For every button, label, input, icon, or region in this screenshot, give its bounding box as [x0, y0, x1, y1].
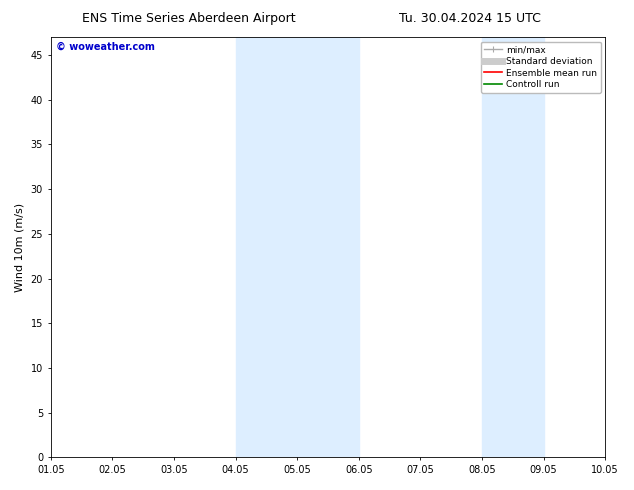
- Text: Tu. 30.04.2024 15 UTC: Tu. 30.04.2024 15 UTC: [399, 12, 541, 25]
- Y-axis label: Wind 10m (m/s): Wind 10m (m/s): [15, 203, 25, 292]
- Text: ENS Time Series Aberdeen Airport: ENS Time Series Aberdeen Airport: [82, 12, 296, 25]
- Bar: [235, 37, 359, 457]
- Bar: [482, 37, 543, 457]
- Text: © woweather.com: © woweather.com: [56, 41, 155, 51]
- Legend: min/max, Standard deviation, Ensemble mean run, Controll run: min/max, Standard deviation, Ensemble me…: [481, 42, 600, 93]
